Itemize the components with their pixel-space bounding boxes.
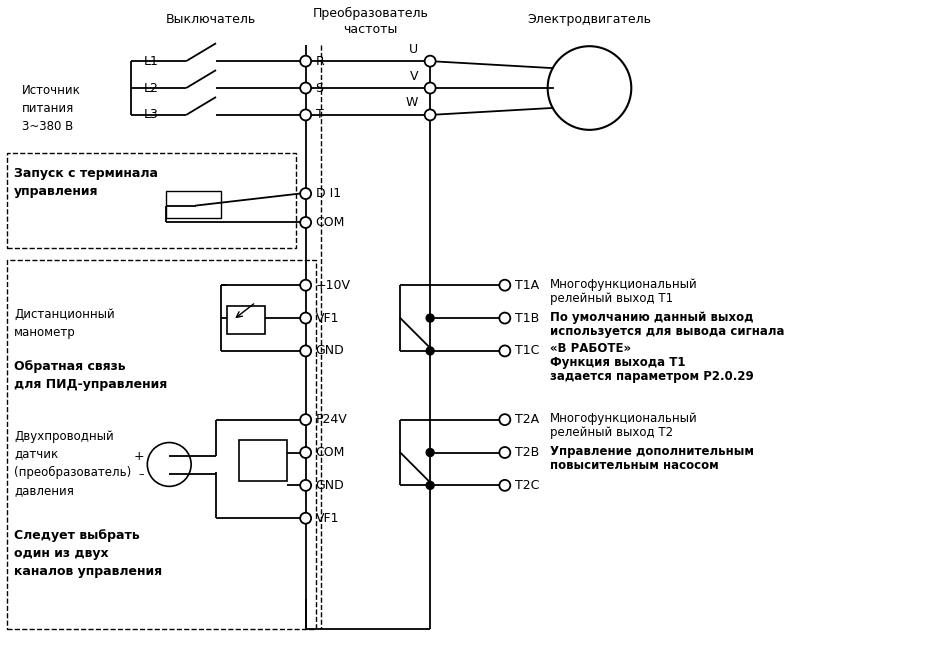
Text: Функция выхода T1: Функция выхода T1	[549, 357, 684, 369]
Text: VF1: VF1	[315, 311, 338, 325]
Circle shape	[299, 480, 311, 491]
Text: +: +	[133, 450, 145, 463]
Bar	[6, 261, 315, 629]
Circle shape	[499, 447, 510, 458]
Text: T2B: T2B	[514, 446, 539, 459]
Text: T1A: T1A	[514, 279, 539, 292]
Text: релейный выход T2: релейный выход T2	[549, 426, 672, 439]
Circle shape	[299, 513, 311, 524]
Text: R: R	[315, 55, 324, 67]
Text: T2A: T2A	[514, 413, 539, 426]
Text: релейный выход T1: релейный выход T1	[549, 292, 672, 305]
Circle shape	[425, 482, 434, 490]
Text: P24V: P24V	[315, 413, 347, 426]
Text: T1C: T1C	[514, 345, 539, 357]
Bar	[6, 153, 296, 248]
Text: T: T	[315, 108, 323, 122]
Text: T2C: T2C	[514, 479, 539, 492]
Circle shape	[499, 313, 510, 323]
Text: Дистанционный
манометр: Дистанционный манометр	[14, 308, 115, 339]
Bar	[166, 190, 221, 218]
Bar	[227, 306, 264, 334]
Circle shape	[425, 448, 434, 456]
Text: COM: COM	[315, 446, 345, 459]
Circle shape	[499, 345, 510, 357]
Text: Источник
питания
3~380 В: Источник питания 3~380 В	[22, 84, 81, 134]
Circle shape	[299, 110, 311, 120]
Circle shape	[499, 480, 510, 491]
Text: Следует выбрать
один из двух
каналов управления: Следует выбрать один из двух каналов упр…	[14, 529, 162, 578]
Circle shape	[425, 314, 434, 322]
Circle shape	[299, 345, 311, 357]
Circle shape	[299, 188, 311, 199]
Text: повысительным насосом: повысительным насосом	[549, 459, 717, 472]
Text: V: V	[409, 69, 418, 83]
Text: Обратная связь
для ПИД-управления: Обратная связь для ПИД-управления	[14, 360, 167, 391]
Text: Многофункциональный: Многофункциональный	[549, 278, 697, 291]
Text: U: U	[409, 43, 418, 55]
Circle shape	[299, 217, 311, 228]
Text: По умолчанию данный выход: По умолчанию данный выход	[549, 311, 753, 323]
Text: Управление дополнительным: Управление дополнительным	[549, 445, 753, 458]
Text: +10V: +10V	[315, 279, 350, 292]
Circle shape	[299, 313, 311, 323]
Circle shape	[299, 280, 311, 291]
Circle shape	[425, 110, 435, 120]
Circle shape	[425, 55, 435, 67]
Circle shape	[425, 347, 434, 355]
Circle shape	[299, 447, 311, 458]
Circle shape	[299, 414, 311, 425]
Text: S: S	[315, 81, 324, 95]
Text: L1: L1	[144, 55, 159, 67]
Text: Электродвигатель: Электродвигатель	[527, 13, 651, 26]
Text: L2: L2	[144, 81, 159, 95]
Text: Многофункциональный: Многофункциональный	[549, 412, 697, 425]
Text: W: W	[405, 96, 418, 110]
Text: Преобразователь
частоты: Преобразователь частоты	[312, 7, 428, 36]
Text: COM: COM	[315, 216, 345, 229]
Text: задается параметром P2.0.29: задается параметром P2.0.29	[549, 370, 753, 383]
Text: –: –	[138, 470, 145, 480]
Circle shape	[499, 280, 510, 291]
Circle shape	[299, 55, 311, 67]
Text: GND: GND	[315, 479, 344, 492]
Text: GND: GND	[315, 345, 344, 357]
Text: T1B: T1B	[514, 311, 539, 325]
Text: используется для вывода сигнала: используется для вывода сигнала	[549, 325, 783, 337]
Circle shape	[299, 83, 311, 94]
Text: «В РАБОТЕ»: «В РАБОТЕ»	[549, 343, 630, 355]
Circle shape	[425, 83, 435, 94]
Circle shape	[499, 414, 510, 425]
Text: VF1: VF1	[315, 512, 338, 525]
Bar	[238, 440, 286, 482]
Text: L3: L3	[144, 108, 159, 122]
Text: Выключатель: Выключатель	[166, 13, 256, 26]
Text: Двухпроводный
датчик
(преобразователь)
давления: Двухпроводный датчик (преобразователь) д…	[14, 430, 131, 497]
Text: D I1: D I1	[315, 187, 340, 200]
Text: Запуск с терминала
управления: Запуск с терминала управления	[14, 167, 158, 198]
